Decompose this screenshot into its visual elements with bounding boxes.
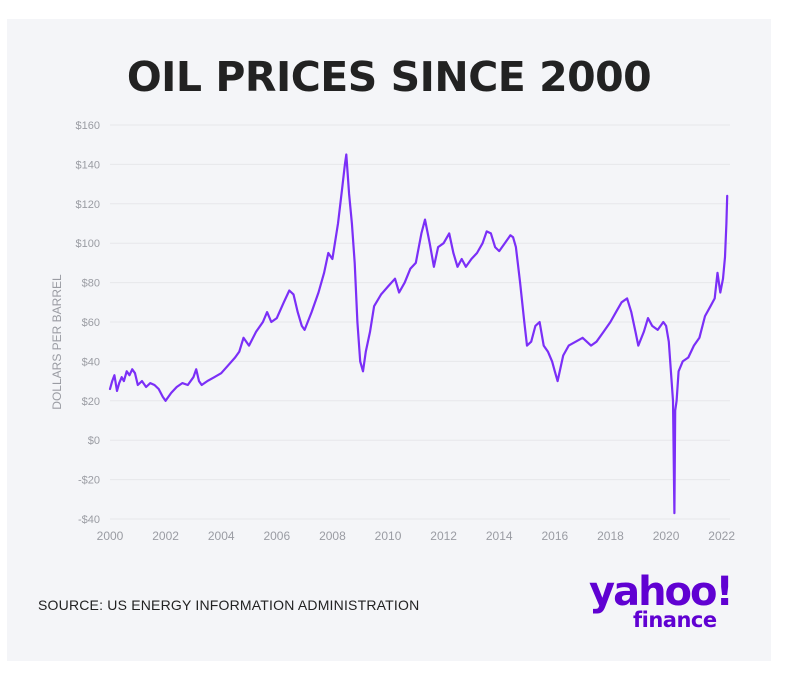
x-tick-label: 2014	[486, 529, 513, 543]
y-tick-label: -$40	[78, 514, 100, 526]
y-tick-label: $140	[76, 159, 100, 171]
line-chart: -$40 -$20 $0 $20 $40 $60 $80 $100 $120 $140 $160 2…	[50, 120, 736, 543]
x-axis-ticks: 2000 2002 2004 2006 2008 2010 2012 2014 2016 2018…	[97, 529, 736, 543]
x-tick-label: 2002	[152, 529, 179, 543]
gridlines	[110, 124, 730, 520]
x-tick-label: 2008	[319, 529, 346, 543]
chart-title: OIL PRICES SINCE 2000	[126, 53, 652, 101]
yahoo-finance-logo: yahoo! finance	[589, 569, 749, 639]
x-tick-label: 2010	[375, 529, 402, 543]
y-tick-label: $0	[88, 435, 100, 447]
chart-card: OIL PRICES SINCE 2000 -$40 -$20 $0 $20 $40 $6…	[7, 19, 771, 661]
y-axis-ticks: -$40 -$20 $0 $20 $40 $60 $80 $100 $120 $140 $160	[76, 120, 100, 526]
y-tick-label: -$20	[78, 475, 100, 487]
y-axis-label: DOLLARS PER BARREL	[50, 274, 64, 410]
y-tick-label: $100	[76, 238, 100, 250]
series-group	[108, 153, 729, 515]
y-tick-label: $60	[82, 317, 100, 329]
x-tick-label: 2000	[97, 529, 124, 543]
x-tick-label: 2006	[263, 529, 290, 543]
logo-wordmark: yahoo!	[589, 569, 734, 615]
x-tick-label: 2022	[708, 529, 735, 543]
y-tick-label: $160	[76, 120, 100, 132]
y-tick-label: $20	[82, 396, 100, 408]
x-tick-label: 2016	[541, 529, 568, 543]
series-line	[108, 153, 729, 515]
logo-subtext: finance	[633, 608, 717, 632]
x-tick-label: 2012	[430, 529, 457, 543]
y-tick-label: $120	[76, 199, 100, 211]
x-tick-label: 2004	[208, 529, 235, 543]
y-tick-label: $40	[82, 356, 100, 368]
x-tick-label: 2020	[653, 529, 680, 543]
source-note: SOURCE: US ENERGY INFORMATION ADMINISTRA…	[38, 597, 420, 613]
y-tick-label: $80	[82, 278, 100, 290]
x-tick-label: 2018	[597, 529, 624, 543]
